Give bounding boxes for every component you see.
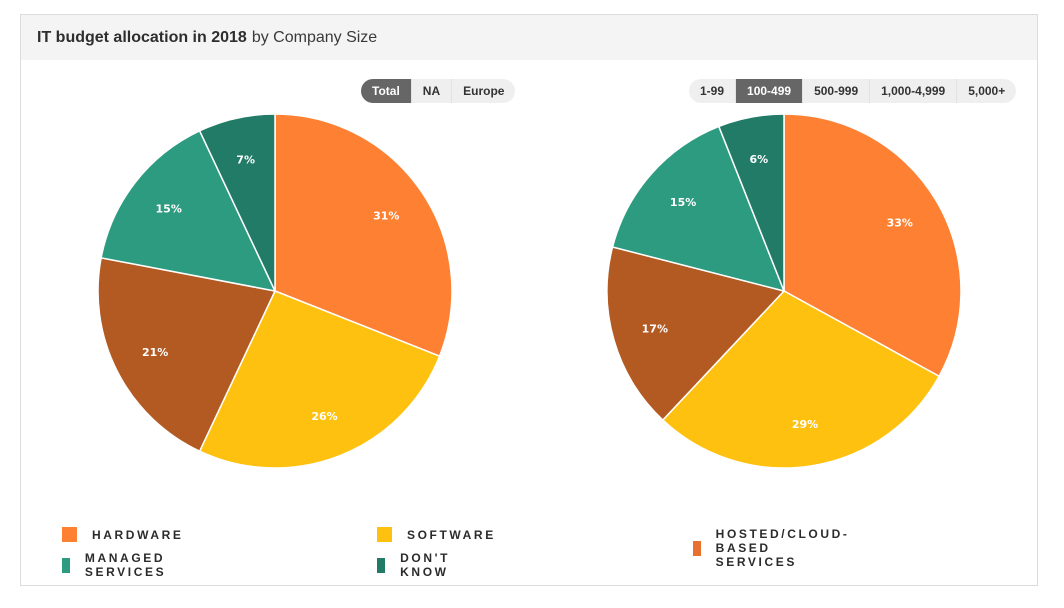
pie-slice-dont-know[interactable]	[717, 113, 785, 292]
legend-label: SOFTWARE	[407, 527, 496, 542]
region-option-total[interactable]: Total	[361, 79, 412, 103]
pie-slice-managed-services[interactable]	[100, 129, 277, 293]
pie-label-software: 29%	[792, 418, 818, 431]
pie-label-dont-know: 6%	[749, 153, 768, 166]
legend-label: HARDWARE	[92, 527, 184, 542]
company-size-selector: 1-99 100-499 500-999 1,000-4,999 5,000+	[689, 79, 1017, 103]
size-option-500-999[interactable]: 500-999	[803, 79, 871, 103]
pie-slice-software[interactable]	[661, 290, 941, 469]
size-option-5000-plus[interactable]: 5,000+	[968, 84, 1006, 98]
pie-slice-hosted-cloud[interactable]	[97, 256, 277, 453]
size-option-1000-4999[interactable]: 1,000-4,999	[870, 79, 958, 103]
chart-title: IT budget allocation in 2018	[37, 28, 247, 46]
pie-label-managed-services: 15%	[156, 203, 182, 216]
pie-100-499: 33% 29% 17% 15% 6%	[606, 113, 962, 469]
pie-label-dont-know: 7%	[236, 154, 255, 167]
legend-swatch-hardware	[62, 527, 77, 542]
size-option-100-499[interactable]: 100-499	[736, 79, 804, 103]
pie-slice-hardware[interactable]	[274, 113, 453, 358]
legend-swatch-dont-know	[377, 557, 386, 573]
pie-label-hardware: 31%	[373, 209, 399, 222]
size-option-1-99[interactable]: 1-99	[689, 79, 737, 103]
legend-item-software[interactable]: SOFTWARE	[377, 527, 496, 542]
legend-swatch-software	[377, 527, 392, 542]
pie-total: 31% 26% 21% 15% 7%	[97, 113, 453, 469]
pie-label-software: 26%	[311, 410, 337, 423]
legend-swatch-managed-services	[62, 557, 70, 573]
region-option-na[interactable]: NA	[412, 79, 453, 103]
legend-item-managed-services[interactable]: MANAGED SERVICES	[62, 551, 173, 579]
legend-label: HOSTED/CLOUD-BASED SERVICES	[715, 527, 850, 569]
region-selector: Total NA Europe	[361, 79, 516, 103]
pie-label-managed-services: 15%	[670, 196, 696, 209]
pie-slice-hosted-cloud[interactable]	[606, 246, 786, 422]
chart-card: IT budget allocation in 2018 by Company …	[20, 14, 1038, 586]
legend-swatch-hosted-cloud	[693, 540, 701, 556]
pie-label-hardware: 33%	[887, 217, 913, 230]
pie-slice-software[interactable]	[198, 290, 441, 469]
pie-slice-dont-know[interactable]	[198, 113, 276, 292]
legend-label: DON'T KNOW	[400, 551, 451, 579]
pie-slice-managed-services[interactable]	[611, 125, 786, 293]
legend-item-dont-know[interactable]: DON'T KNOW	[377, 551, 457, 579]
region-option-europe[interactable]: Europe	[463, 84, 505, 98]
pie-label-hosted-cloud: 17%	[642, 323, 668, 336]
legend-item-hardware[interactable]: HARDWARE	[62, 527, 183, 542]
card-header: IT budget allocation in 2018 by Company …	[21, 15, 1037, 60]
pie-label-hosted-cloud: 21%	[142, 346, 168, 359]
pie-charts: 31% 26% 21% 15% 7% 33% 29% 17% 15% 6%	[97, 113, 962, 469]
pie-slice-hardware[interactable]	[783, 113, 962, 378]
legend-item-hosted-cloud[interactable]: HOSTED/CLOUD-BASED SERVICES	[693, 527, 857, 569]
legend-label: MANAGED SERVICES	[84, 551, 167, 579]
chart-subtitle: by Company Size	[251, 28, 378, 46]
